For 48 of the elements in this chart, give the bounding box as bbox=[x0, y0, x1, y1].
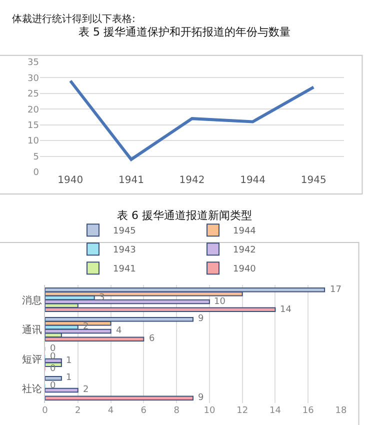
data-label: 9 bbox=[198, 393, 204, 403]
x-tick-label: 10 bbox=[204, 406, 216, 416]
y-tick-label: 社论 bbox=[22, 382, 42, 395]
x-tick-label: 0 bbox=[42, 406, 48, 416]
data-label: 2 bbox=[83, 385, 89, 395]
x-tick-label: 1940 bbox=[58, 175, 84, 186]
x-tick-label: 1941 bbox=[118, 175, 144, 186]
x-tick-label: 2 bbox=[75, 406, 81, 416]
legend-label: 1942 bbox=[233, 246, 256, 256]
x-tick-label: 4 bbox=[108, 406, 114, 416]
legend-label: 1945 bbox=[113, 226, 136, 237]
y-tick-label: 通讯 bbox=[22, 324, 42, 336]
data-label: 1 bbox=[66, 373, 72, 383]
chart-title: 表 6 援华通道报道新闻类型 bbox=[117, 208, 252, 222]
y-tick-label: 35 bbox=[28, 58, 39, 68]
x-tick-label: 1944 bbox=[240, 175, 266, 186]
x-tick-label: 14 bbox=[269, 406, 282, 416]
y-tick-label: 30 bbox=[28, 74, 40, 84]
text: 体裁进行统计得到以下表格: bbox=[12, 13, 136, 25]
x-tick-label: 8 bbox=[174, 406, 180, 416]
legend-label: 1944 bbox=[233, 226, 256, 237]
y-tick-label: 10 bbox=[28, 136, 40, 147]
y-tick-label: 25 bbox=[28, 90, 39, 100]
data-label: 10 bbox=[214, 297, 226, 307]
data-label: 14 bbox=[280, 305, 292, 315]
x-tick-label: 1945 bbox=[300, 175, 326, 186]
data-label: 4 bbox=[116, 326, 122, 336]
data-label: 0 bbox=[50, 364, 56, 374]
data-label: 1 bbox=[66, 356, 72, 366]
x-tick-label: 16 bbox=[302, 406, 314, 416]
data-label: 6 bbox=[149, 334, 155, 344]
legend-label: 1943 bbox=[113, 246, 136, 256]
legend-label: 1940 bbox=[233, 264, 256, 275]
chart-title: 表 5 援华通道保护和开拓报道的年份与数量 bbox=[78, 26, 290, 39]
data-label: 17 bbox=[330, 285, 342, 295]
data-label: 0 bbox=[50, 344, 56, 354]
y-tick-label: 短评 bbox=[22, 353, 42, 366]
x-tick-label: 12 bbox=[236, 406, 248, 416]
x-tick-label: 18 bbox=[335, 406, 347, 416]
y-tick-label: 消息 bbox=[22, 294, 42, 306]
y-tick-label: 15 bbox=[28, 121, 39, 132]
y-tick-label: 5 bbox=[33, 152, 39, 162]
legend-label: 1941 bbox=[113, 264, 136, 275]
data-label: 9 bbox=[198, 314, 204, 324]
y-tick-label: 0 bbox=[33, 168, 40, 178]
x-tick-label: 1942 bbox=[179, 175, 205, 186]
y-tick-label: 20 bbox=[28, 105, 40, 116]
x-tick-label: 6 bbox=[140, 406, 147, 416]
